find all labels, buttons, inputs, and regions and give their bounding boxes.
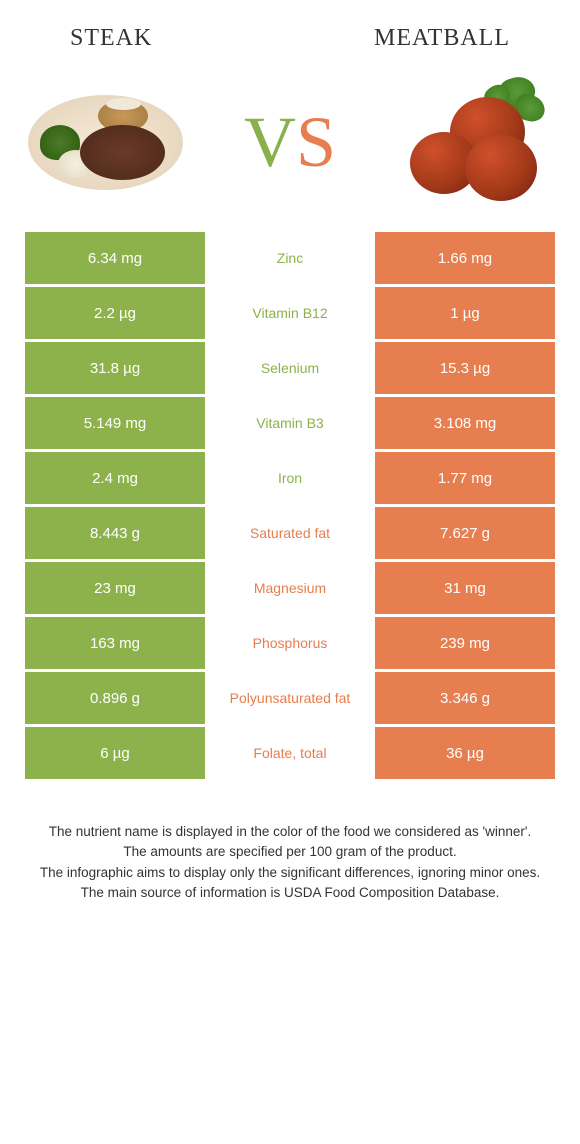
table-row: 6 µgFolate, total36 µg bbox=[25, 727, 555, 779]
right-value: 3.108 mg bbox=[375, 397, 555, 449]
vs-s: S bbox=[296, 102, 336, 182]
right-value: 1.66 mg bbox=[375, 232, 555, 284]
nutrient-name: Phosphorus bbox=[205, 617, 375, 669]
footer-notes: The nutrient name is displayed in the co… bbox=[0, 782, 580, 903]
table-row: 23 mgMagnesium31 mg bbox=[25, 562, 555, 614]
table-row: 6.34 mgZinc1.66 mg bbox=[25, 232, 555, 284]
footer-line-2: The amounts are specified per 100 gram o… bbox=[30, 842, 550, 862]
comparison-table: 6.34 mgZinc1.66 mg2.2 µgVitamin B121 µg3… bbox=[0, 232, 580, 782]
nutrient-name: Selenium bbox=[205, 342, 375, 394]
right-value: 239 mg bbox=[375, 617, 555, 669]
right-food-title: MEATBALL bbox=[374, 25, 510, 52]
vs-v: V bbox=[244, 102, 296, 182]
footer-line-4: The main source of information is USDA F… bbox=[30, 883, 550, 903]
table-row: 5.149 mgVitamin B33.108 mg bbox=[25, 397, 555, 449]
left-value: 0.896 g bbox=[25, 672, 205, 724]
nutrient-name: Vitamin B12 bbox=[205, 287, 375, 339]
left-value: 23 mg bbox=[25, 562, 205, 614]
left-value: 6.34 mg bbox=[25, 232, 205, 284]
right-value: 1 µg bbox=[375, 287, 555, 339]
table-row: 163 mgPhosphorus239 mg bbox=[25, 617, 555, 669]
left-value: 163 mg bbox=[25, 617, 205, 669]
left-value: 2.2 µg bbox=[25, 287, 205, 339]
right-value: 36 µg bbox=[375, 727, 555, 779]
right-value: 3.346 g bbox=[375, 672, 555, 724]
table-row: 31.8 µgSelenium15.3 µg bbox=[25, 342, 555, 394]
nutrient-name: Saturated fat bbox=[205, 507, 375, 559]
nutrient-name: Vitamin B3 bbox=[205, 397, 375, 449]
nutrient-name: Folate, total bbox=[205, 727, 375, 779]
left-food-title: STEAK bbox=[70, 25, 152, 52]
footer-line-3: The infographic aims to display only the… bbox=[30, 863, 550, 883]
right-value: 15.3 µg bbox=[375, 342, 555, 394]
footer-line-1: The nutrient name is displayed in the co… bbox=[30, 822, 550, 842]
left-value: 6 µg bbox=[25, 727, 205, 779]
steak-image bbox=[25, 77, 185, 207]
nutrient-name: Polyunsaturated fat bbox=[205, 672, 375, 724]
left-value: 8.443 g bbox=[25, 507, 205, 559]
images-row: VS bbox=[0, 67, 580, 232]
vs-label: VS bbox=[244, 101, 336, 184]
left-value: 31.8 µg bbox=[25, 342, 205, 394]
table-row: 8.443 gSaturated fat7.627 g bbox=[25, 507, 555, 559]
left-value: 5.149 mg bbox=[25, 397, 205, 449]
left-value: 2.4 mg bbox=[25, 452, 205, 504]
right-value: 31 mg bbox=[375, 562, 555, 614]
meatball-image bbox=[395, 77, 555, 207]
table-row: 2.4 mgIron1.77 mg bbox=[25, 452, 555, 504]
header-row: STEAK MEATBALL bbox=[0, 0, 580, 67]
right-value: 7.627 g bbox=[375, 507, 555, 559]
table-row: 0.896 gPolyunsaturated fat3.346 g bbox=[25, 672, 555, 724]
nutrient-name: Zinc bbox=[205, 232, 375, 284]
nutrient-name: Magnesium bbox=[205, 562, 375, 614]
right-value: 1.77 mg bbox=[375, 452, 555, 504]
nutrient-name: Iron bbox=[205, 452, 375, 504]
table-row: 2.2 µgVitamin B121 µg bbox=[25, 287, 555, 339]
